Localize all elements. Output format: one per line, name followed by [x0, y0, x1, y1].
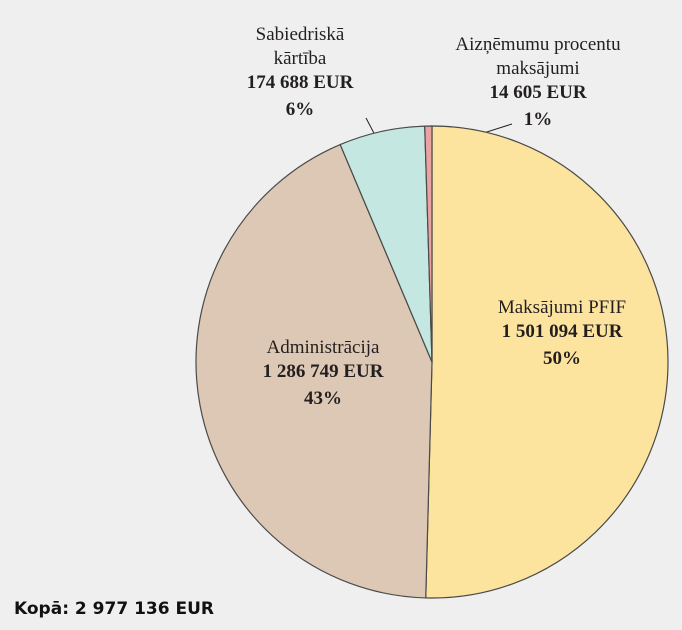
value-label: 1 501 094 EUR	[502, 321, 623, 342]
value-label: 1 286 749 EUR	[263, 361, 384, 382]
total-label: Kopā: 2 977 136 EUR	[14, 599, 214, 619]
slice-label: kārtība	[274, 48, 327, 69]
value-label: 14 605 EUR	[489, 82, 586, 103]
slice-label: Maksājumi PFIF	[498, 297, 626, 318]
pie-slice	[424, 125, 433, 363]
value-label: 174 688 EUR	[247, 72, 354, 93]
percent-label: 1%	[524, 109, 553, 130]
slice-label: Administrācija	[267, 337, 380, 358]
slice-label: Sabiedriskā	[256, 24, 345, 45]
slice-label: maksājumi	[496, 58, 579, 79]
percent-label: 50%	[543, 348, 581, 369]
pie-slice	[195, 143, 433, 599]
slice-label: Aizņēmumu procentu	[455, 34, 621, 55]
percent-label: 43%	[304, 388, 342, 409]
percent-label: 6%	[286, 99, 315, 120]
pie-slice	[425, 125, 669, 599]
